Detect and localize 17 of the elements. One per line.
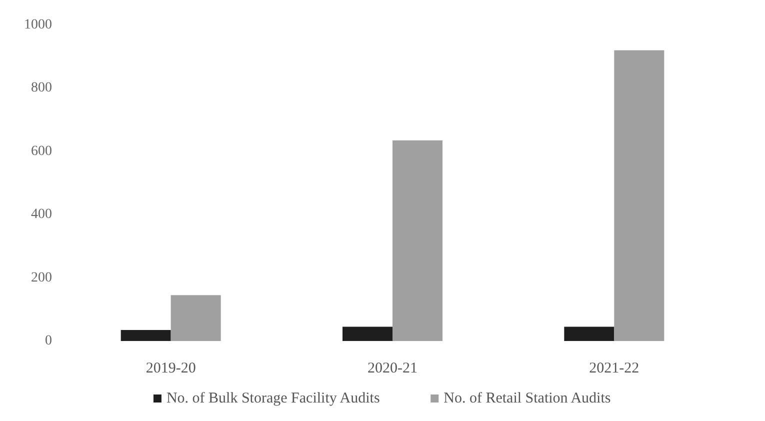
bar — [170, 295, 221, 341]
y-tick-label: 800 — [31, 80, 52, 96]
y-tick-label: 600 — [31, 144, 52, 159]
y-tick-label: 1000 — [24, 18, 52, 32]
y-tick-label: 200 — [31, 270, 52, 286]
y-tick-label: 400 — [31, 207, 52, 222]
y-tick-label: 0 — [45, 334, 52, 348]
x-tick-label: 2020-21 — [368, 360, 418, 376]
bar — [342, 326, 392, 341]
x-tick-label: 2019-20 — [146, 360, 196, 376]
legend-label: No. of Retail Station Audits — [444, 390, 611, 406]
legend-label: No. of Bulk Storage Facility Audits — [166, 390, 380, 406]
bar — [120, 330, 171, 341]
bar — [564, 326, 614, 341]
bar — [614, 50, 664, 341]
bar — [392, 140, 442, 341]
x-tick-label: 2021-22 — [589, 360, 640, 376]
